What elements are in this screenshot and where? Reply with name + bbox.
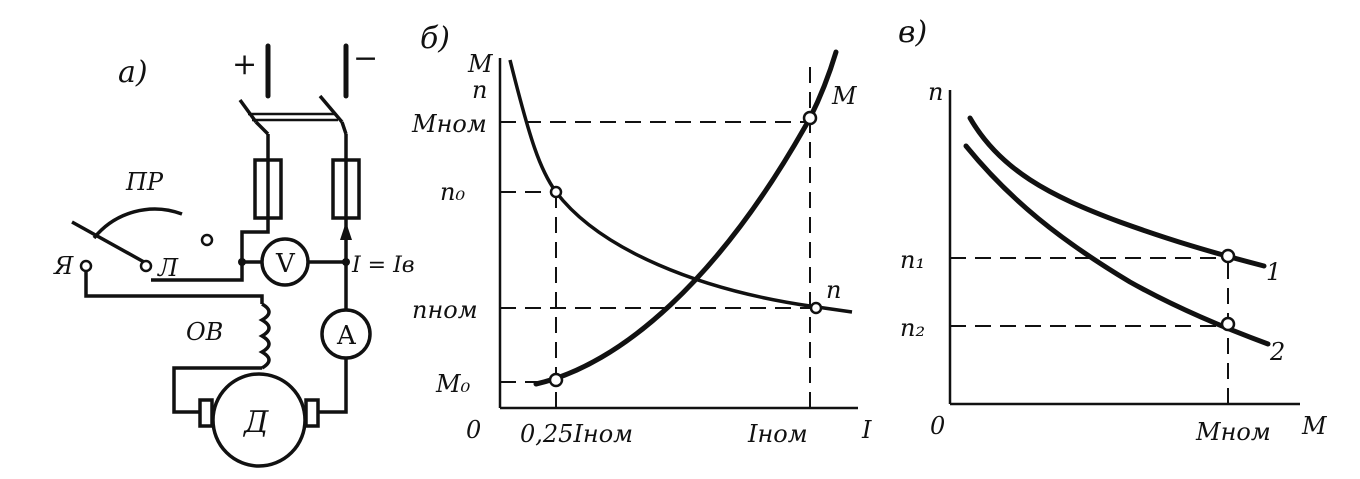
panel-c-label: в) <box>898 15 927 50</box>
curve-m <box>533 49 839 387</box>
curve-1 <box>967 115 1267 269</box>
field-winding-coil <box>258 302 271 370</box>
curve-2 <box>963 143 1271 347</box>
field-winding-label: ОВ <box>186 318 223 346</box>
y-axis-label-n: n <box>472 76 487 104</box>
point-n0 <box>549 185 563 199</box>
point-n1 <box>1220 248 1236 264</box>
x-axis-label: M <box>1301 412 1328 440</box>
current-label: I = Iв <box>351 253 415 278</box>
tick-m-nom: Mном <box>411 110 487 138</box>
tick-n0: n₀ <box>440 178 465 206</box>
panel-b-label: б) <box>420 21 450 56</box>
motor-label: Д <box>242 405 269 440</box>
ammeter-label: A <box>336 321 357 351</box>
plus-sign: + <box>232 47 257 82</box>
brush-right <box>304 398 320 428</box>
brush-left <box>198 398 214 428</box>
origin-label: 0 <box>930 412 945 440</box>
terminal-ya <box>79 259 93 273</box>
tick-n2: n₂ <box>900 314 925 342</box>
terminal-ya-label: Я <box>53 252 74 280</box>
chart-c: в) n 0 M n₁ n₂ Mном 1 2 <box>898 15 1328 446</box>
tick-x2: Iном <box>747 420 808 448</box>
terminal-l <box>139 259 153 273</box>
rheostat-wiper <box>71 220 145 264</box>
tick-x1: 0,25Iном <box>520 420 633 448</box>
origin-label: 0 <box>466 416 481 444</box>
terminal-l-label: Л <box>157 254 179 282</box>
tick-m0: M₀ <box>435 370 471 398</box>
y-axis-label: n <box>928 78 943 106</box>
current-arrow-icon <box>340 222 352 240</box>
tick-n1: n₁ <box>900 246 925 274</box>
voltmeter-label: V <box>275 249 296 279</box>
chart-b: б) M n 0 I Mном n₀ nном M₀ 0,25Iном Iном… <box>411 21 872 448</box>
curve-n <box>508 59 853 314</box>
point-m-nom <box>802 110 818 126</box>
rheostat-contact <box>200 233 214 247</box>
rheostat-label: ПР <box>125 168 164 196</box>
knife-switch <box>238 94 348 136</box>
curve-1-label: 1 <box>1266 258 1281 286</box>
point-m0 <box>548 372 564 388</box>
curve-m-label: M <box>831 82 858 110</box>
curve-2-label: 2 <box>1269 338 1285 366</box>
tick-n-nom: nном <box>412 296 478 324</box>
curve-n-label: n <box>826 276 841 304</box>
rheostat-arc <box>92 207 183 240</box>
point-n2 <box>1220 316 1236 332</box>
y-axis-label-m: M <box>467 50 494 78</box>
point-n-nom <box>809 301 823 315</box>
minus-sign: − <box>353 41 378 76</box>
motor <box>211 372 307 468</box>
panel-a-label: а) <box>118 55 148 90</box>
x-axis-label: I <box>861 416 872 444</box>
tick-m-nom: Mном <box>1195 418 1271 446</box>
circuit-diagram: а) + − V I = Iв <box>53 41 415 468</box>
